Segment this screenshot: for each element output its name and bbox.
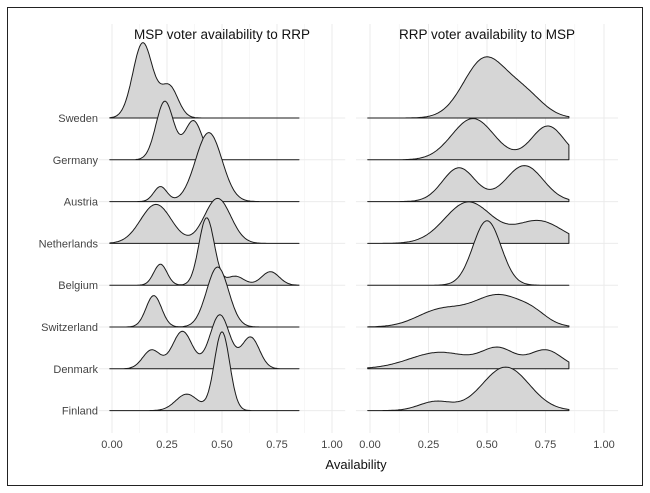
panel-title: MSP voter availability to RRP (134, 27, 310, 42)
x-tick-label: 0.75 (266, 439, 287, 451)
y-tick-label-belgium: Belgium (58, 280, 98, 292)
y-tick-label-finland: Finland (62, 406, 98, 418)
y-tick-label-germany: Germany (53, 155, 99, 167)
x-axis-label: Availability (325, 457, 387, 472)
ridge-finland-panel-2 (367, 366, 570, 412)
ridge-switzerland-panel-2 (367, 293, 570, 328)
x-tick-label: 1.00 (321, 439, 342, 451)
ridge-finland-panel-1 (109, 331, 300, 412)
ridge-denmark-panel-2 (367, 346, 570, 370)
y-tick-label-denmark: Denmark (53, 364, 98, 376)
ridge-austria-panel-2 (367, 165, 570, 203)
panel-title: RRP voter availability to MSP (399, 27, 575, 42)
x-tick-label: 0.25 (156, 439, 177, 451)
ridge-sweden-panel-2 (367, 56, 570, 119)
chart-frame: 0.00 0.25 0.50 0.75 1.00 MSP voter availabili… (7, 7, 643, 486)
ridge-germany-panel-2 (367, 118, 570, 161)
y-tick-label-austria: Austria (64, 197, 99, 209)
x-tick-label: 0.75 (535, 439, 556, 451)
ridge-belgium-panel-1 (109, 217, 300, 286)
ridge-netherlands-panel-2 (367, 201, 570, 244)
y-tick-label-sweden: Sweden (58, 113, 98, 125)
x-tick-label: 0.50 (211, 439, 232, 451)
x-tick-label: 0.50 (476, 439, 497, 451)
ridge-austria-panel-1 (109, 132, 300, 203)
x-tick-label: 0.00 (101, 439, 122, 451)
x-tick-label: 0.25 (418, 439, 439, 451)
x-tick-label: 1.00 (593, 439, 614, 451)
ridge-belgium-panel-2 (367, 220, 570, 286)
ridgeline-chart: 0.00 0.25 0.50 0.75 1.00 MSP voter availabili… (39, 24, 619, 472)
ridge-switzerland-panel-1 (109, 266, 300, 328)
y-tick-label-netherlands: Netherlands (39, 238, 99, 250)
x-tick-label: 0.00 (359, 439, 380, 451)
ridge-denmark-panel-1 (109, 314, 300, 370)
ridge-sweden-panel-1 (109, 42, 300, 119)
y-tick-label-switzerland: Switzerland (41, 322, 98, 334)
